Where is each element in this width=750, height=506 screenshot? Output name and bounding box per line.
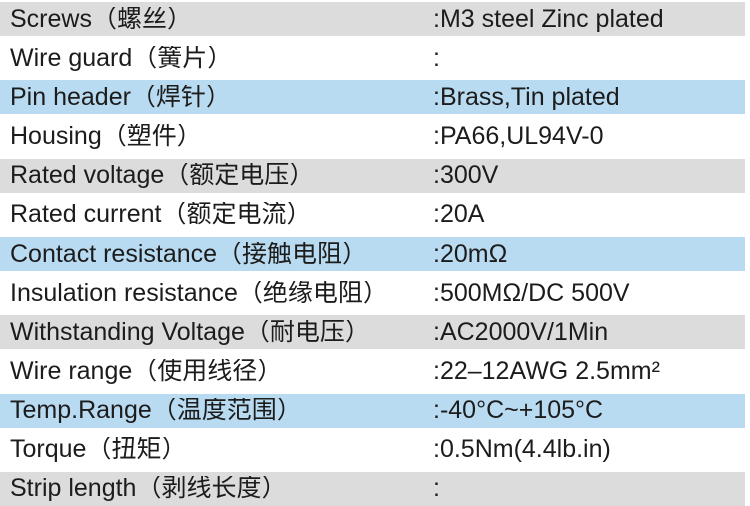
table-row: Wire guard（簧片） : (0, 39, 750, 78)
table-row: Screws（螺丝） :M3 steel Zinc plated (0, 0, 750, 39)
spec-label: Wire guard（簧片） (10, 45, 233, 71)
table-row: Torque（扭矩） :0.5Nm(4.4lb.in) (0, 431, 750, 470)
spec-value: : (433, 43, 440, 72)
spec-label: Screws（螺丝） (10, 6, 192, 32)
spec-label: Rated voltage（额定电压） (10, 163, 315, 189)
table-row: Rated voltage（额定电压） :300V (0, 157, 750, 196)
spec-value: :20mΩ (433, 239, 508, 268)
spec-label: Rated current（额定电流） (10, 202, 312, 228)
table-row: Rated current（额定电流） :20A (0, 196, 750, 235)
spec-value: :Brass,Tin plated (433, 82, 620, 111)
spec-value: :22–12AWG 2.5mm² (433, 356, 660, 385)
spec-label: Strip length（剥线长度） (10, 476, 287, 502)
spec-value: :PA66,UL94V-0 (433, 122, 604, 151)
table-row: Pin header（焊针） :Brass,Tin plated (0, 78, 750, 117)
spec-label: Wire range（使用线径） (10, 358, 283, 384)
table-row: Contact resistance（接触电阻） :20mΩ (0, 235, 750, 274)
spec-value: :0.5Nm(4.4lb.in) (433, 435, 611, 464)
spec-label: Insulation resistance（绝缘电阻） (10, 280, 388, 306)
table-row: Withstanding Voltage（耐电压） :AC2000V/1Min (0, 313, 750, 352)
spec-label: Contact resistance（接触电阻） (10, 241, 368, 267)
spec-value: :300V (433, 161, 499, 190)
spec-value: :AC2000V/1Min (433, 317, 609, 346)
table-row: Housing（塑件） :PA66,UL94V-0 (0, 117, 750, 156)
table-row: Wire range（使用线径） :22–12AWG 2.5mm² (0, 352, 750, 391)
spec-value: :M3 steel Zinc plated (433, 4, 664, 33)
table-row: Strip length（剥线长度） : (0, 470, 750, 506)
spec-value: :20A (433, 200, 485, 229)
spec-label: Housing（塑件） (10, 124, 202, 150)
spec-value: : (433, 474, 440, 503)
spec-label: Withstanding Voltage（耐电压） (10, 319, 370, 345)
spec-value: :500MΩ/DC 500V (433, 278, 630, 307)
spec-label: Torque（扭矩） (10, 437, 187, 463)
spec-value: :-40°C~+105°C (433, 396, 604, 425)
table-row: Insulation resistance（绝缘电阻） :500MΩ/DC 50… (0, 274, 750, 313)
spec-label: Pin header（焊针） (10, 84, 231, 110)
table-row: Temp.Range（温度范围） :-40°C~+105°C (0, 392, 750, 431)
spec-label: Temp.Range（温度范围） (10, 398, 302, 424)
